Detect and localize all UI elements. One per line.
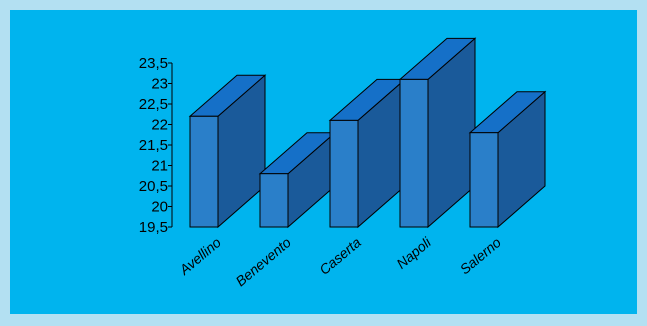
bar-avellino [188, 74, 267, 229]
bar-benevento [258, 131, 337, 229]
y-tick-label: 20,5 [139, 178, 168, 195]
bars-group [188, 37, 547, 229]
chart-panel: 19,5 20 20,5 21 21,5 22 22,5 23 23,5 Avellino Ben… [10, 10, 637, 314]
y-tick-label: 23,5 [139, 55, 168, 72]
y-tick-label: 21,5 [139, 137, 168, 154]
y-tick-label: 23 [151, 76, 168, 93]
x-category-label: Avellino [176, 234, 225, 278]
bar-front [329, 119, 359, 228]
x-category-label: Salerno [457, 234, 504, 277]
x-category-label: Benevento [232, 234, 294, 289]
bar-front [189, 115, 219, 228]
y-tick-label: 19,5 [139, 219, 168, 236]
y-tick-label: 22,5 [139, 96, 168, 113]
bar-front [399, 78, 429, 228]
x-category-label: Napoli [393, 233, 434, 271]
bar-front [469, 132, 499, 228]
y-tick-label: 20 [151, 199, 168, 216]
x-category-label: Caserta [316, 234, 364, 278]
y-tick-label: 22 [151, 117, 168, 134]
bar-salerno [468, 90, 547, 229]
bar-chart: 19,5 20 20,5 21 21,5 22 22,5 23 23,5 Avellino Ben… [139, 37, 547, 289]
bar-caserta [328, 78, 407, 229]
bar-napoli [398, 37, 477, 229]
y-tick-label: 21 [151, 158, 168, 175]
x-axis-labels: Avellino Benevento Caserta Napoli Salerno [176, 233, 505, 289]
bar-front [259, 173, 289, 228]
y-axis: 19,5 20 20,5 21 21,5 22 22,5 23 23,5 [139, 55, 173, 236]
